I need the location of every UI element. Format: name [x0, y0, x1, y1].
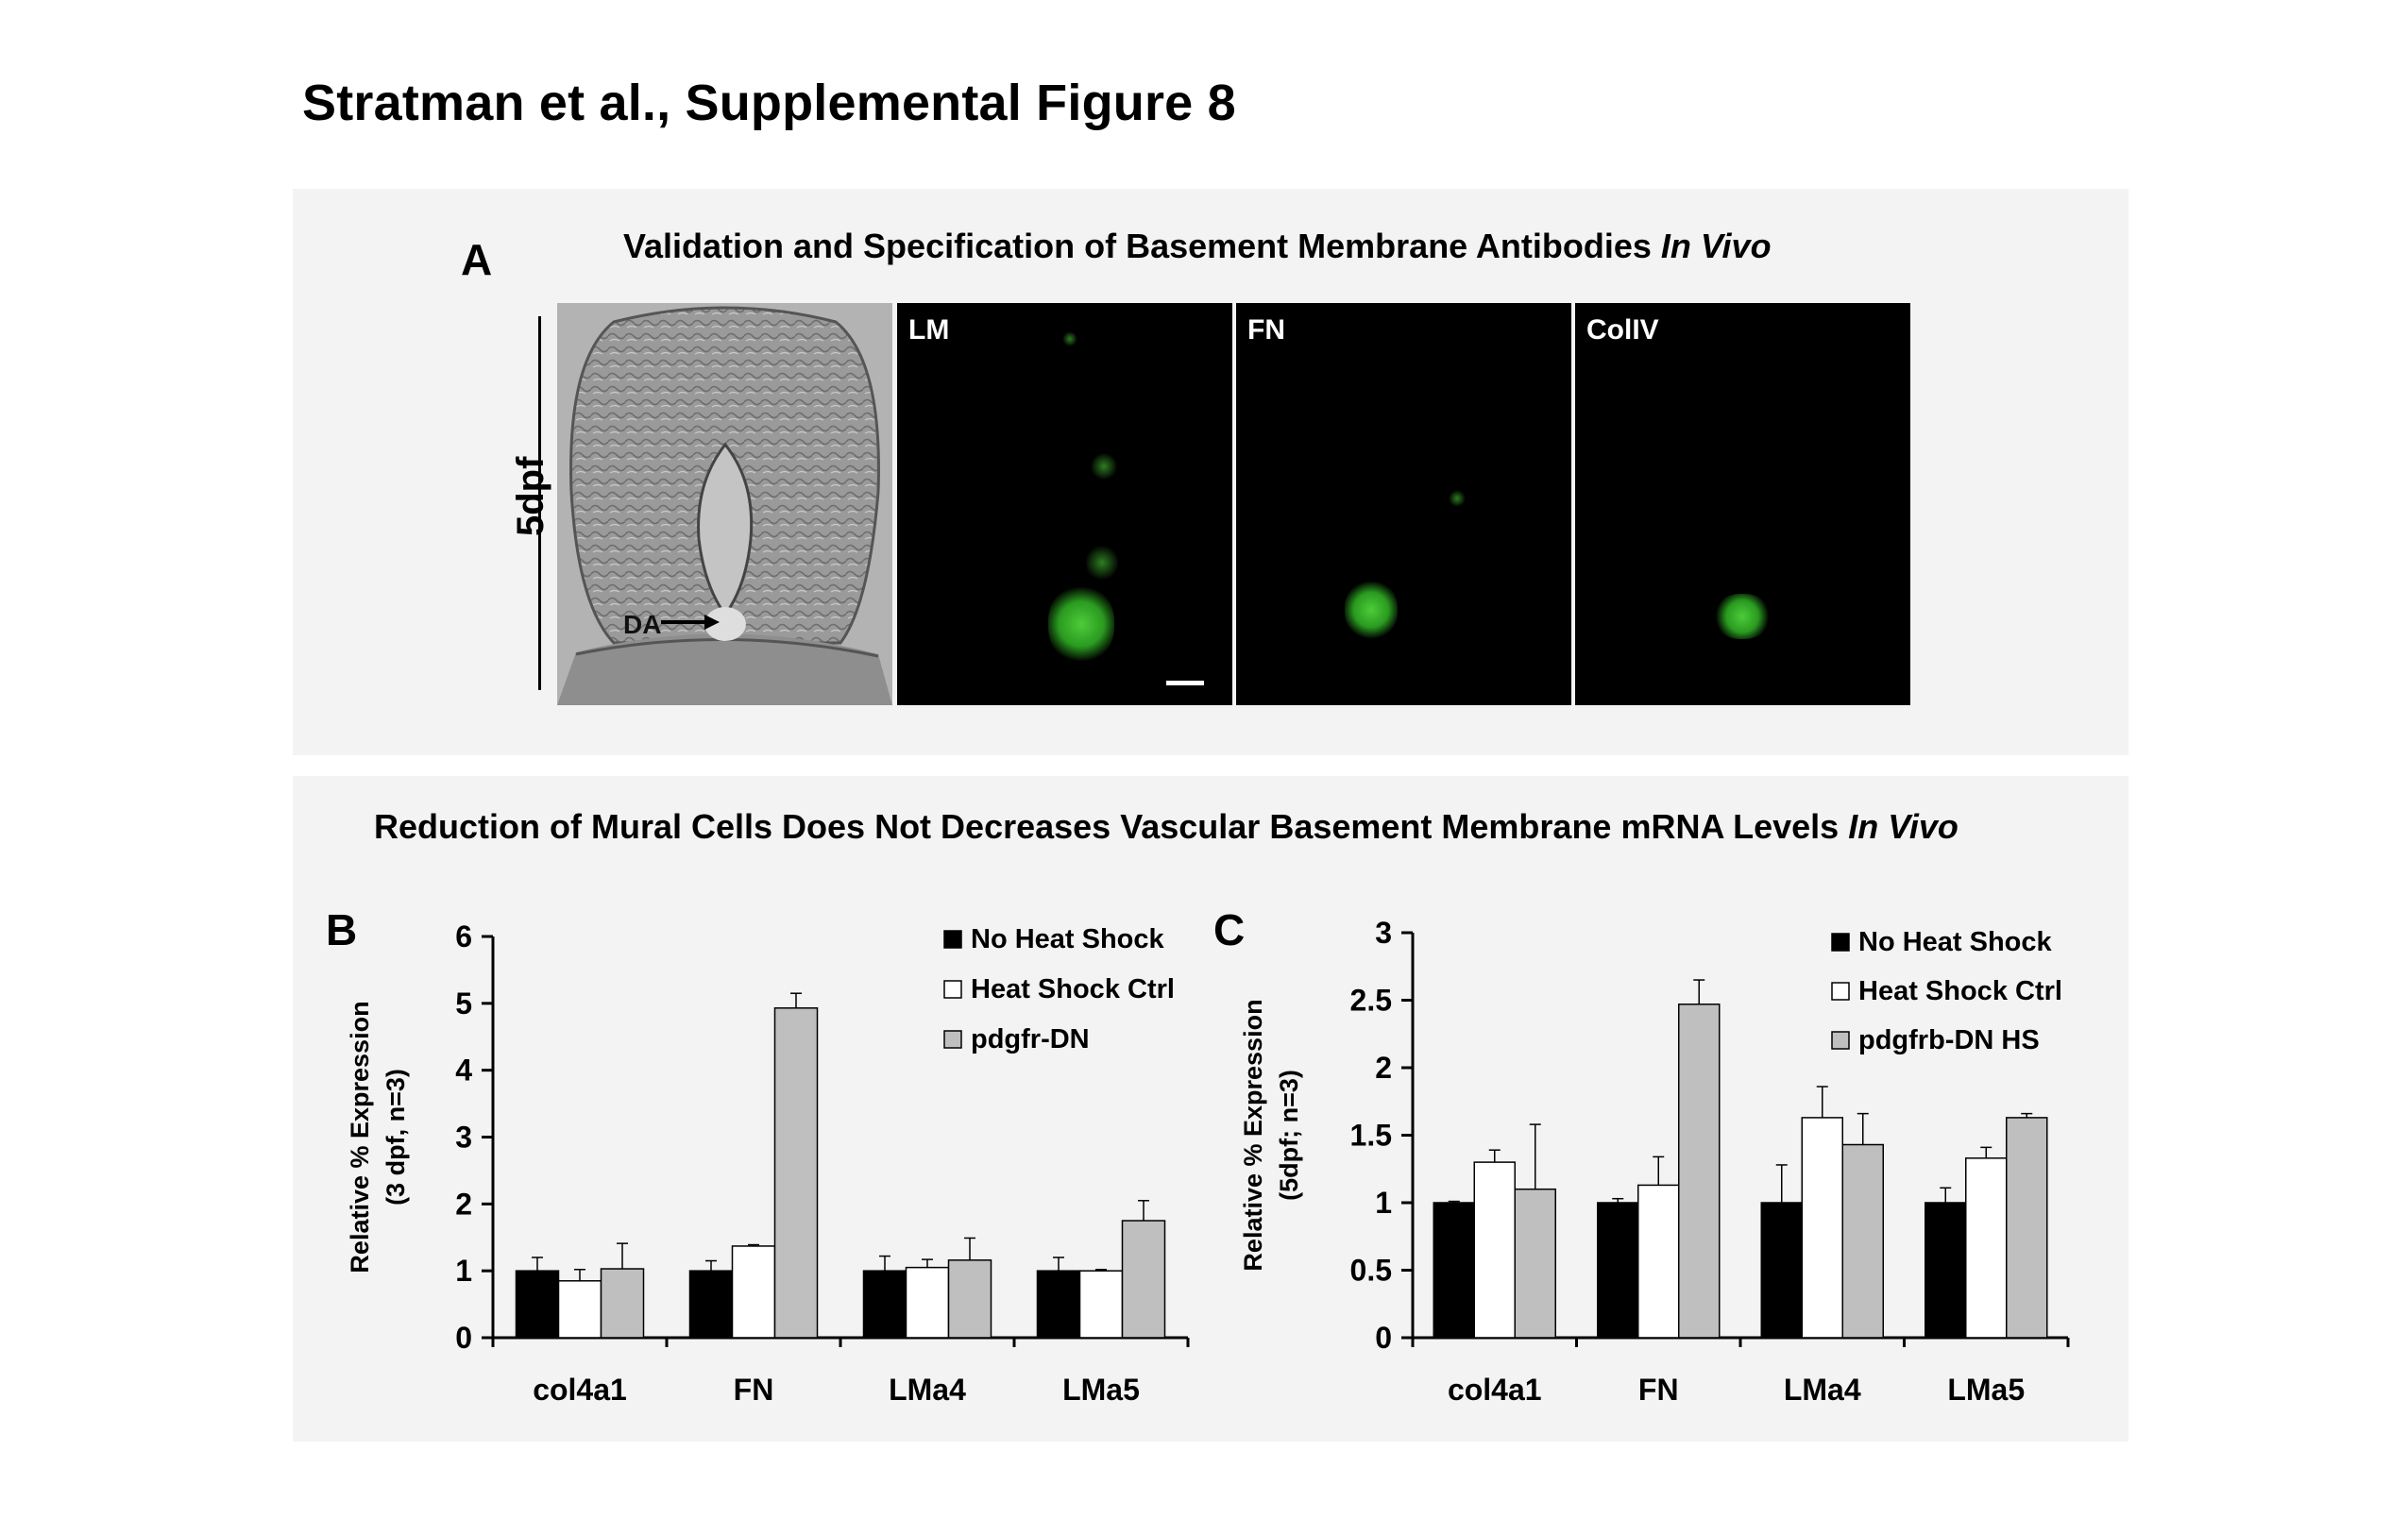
bar-pdgfrb-dn-hs — [1841, 1143, 1884, 1339]
panel-bc-title: Reduction of Mural Cells Does Not Decrea… — [374, 807, 1959, 847]
legend-label: No Heat Shock — [971, 924, 1165, 954]
y-axis-label: Relative % Expression — [1239, 999, 1267, 1271]
lm-signal-speck — [1091, 452, 1117, 481]
figure-title: Stratman et al., Supplemental Figure 8 — [302, 75, 1236, 131]
panel-a-title-text: Validation and Specification of Basement… — [623, 227, 1661, 265]
bar-pdgfr-dn — [773, 1007, 819, 1339]
panel-b-letter: B — [326, 905, 358, 954]
lm-signal-speck — [1086, 544, 1118, 582]
bar-no-heat-shock — [1925, 1202, 1967, 1339]
y-tick-label: 2 — [455, 1187, 472, 1221]
bar-no-heat-shock — [1597, 1202, 1639, 1339]
legend-swatch — [1831, 933, 1850, 952]
y-tick-label: 2.5 — [1350, 984, 1392, 1018]
row-bracket-line — [538, 316, 541, 690]
bar-heat-shock-ctrl — [1473, 1161, 1516, 1339]
coliv-label: ColIV — [1586, 314, 1659, 346]
coliv-signal — [1715, 594, 1770, 639]
lm-stain-image: LM — [897, 303, 1232, 705]
brightfield-drawing: DA — [557, 303, 892, 705]
lm-signal — [1048, 586, 1114, 662]
coliv-stain-image: ColIV — [1575, 303, 1910, 705]
x-tick-label: FN — [1638, 1373, 1679, 1407]
fn-label: FN — [1247, 314, 1285, 346]
bar-pdgfr-dn — [600, 1268, 645, 1339]
y-axis-label: Relative % Expression — [346, 1001, 374, 1273]
panel-bc-title-text: Reduction of Mural Cells Does Not Decrea… — [374, 807, 1849, 846]
bar-heat-shock-ctrl — [731, 1245, 776, 1339]
panel-bc-title-italic: In Vivo — [1848, 807, 1959, 846]
bar-no-heat-shock — [1036, 1270, 1081, 1339]
bar-heat-shock-ctrl — [905, 1266, 950, 1339]
y-tick-label: 0.5 — [1350, 1254, 1392, 1288]
y-tick-label: 2 — [1375, 1051, 1392, 1085]
y-axis-label: (5dpf; n=3) — [1275, 1070, 1303, 1201]
legend-swatch — [943, 930, 962, 949]
bar-pdgfrb-dn-hs — [1678, 1004, 1721, 1339]
brightfield-image: DA — [557, 303, 892, 705]
panel-a-title: Validation and Specification of Basement… — [623, 227, 1772, 266]
legend-swatch — [1831, 1031, 1850, 1050]
legend-label: Heat Shock Ctrl — [1858, 976, 2062, 1006]
x-tick-label: LMa4 — [1784, 1373, 1861, 1407]
x-tick-label: col4a1 — [533, 1373, 627, 1407]
y-tick-label: 0 — [455, 1321, 472, 1355]
legend-swatch — [943, 1030, 962, 1049]
lm-signal-speck — [1062, 331, 1077, 346]
bar-no-heat-shock — [515, 1270, 560, 1339]
da-annotation: DA — [623, 610, 661, 639]
fn-signal — [1345, 582, 1398, 638]
legend-label: Heat Shock Ctrl — [971, 974, 1175, 1004]
legend-swatch — [943, 980, 962, 999]
chart-b: 0 1 2 3 4 5 6 col4a1 FN LMa4 LMa5 Relative % Expres… — [346, 919, 1190, 1407]
legend-label: pdgfr-DN — [971, 1024, 1090, 1054]
y-tick-label: 1 — [455, 1254, 472, 1288]
legend-label: pdgfrb-DN HS — [1858, 1025, 2040, 1055]
bar-no-heat-shock — [862, 1270, 907, 1339]
y-tick-label: 1 — [1375, 1186, 1392, 1220]
scale-bar — [1166, 681, 1204, 685]
x-tick-label: col4a1 — [1448, 1373, 1542, 1407]
y-tick-label: 5 — [455, 987, 472, 1021]
bar-no-heat-shock — [688, 1270, 734, 1339]
y-tick-label: 3 — [455, 1121, 472, 1155]
bar-heat-shock-ctrl — [557, 1280, 602, 1339]
legend-label: No Heat Shock — [1858, 927, 2053, 957]
bar-heat-shock-ctrl — [1801, 1117, 1843, 1339]
bar-heat-shock-ctrl — [1965, 1157, 2008, 1339]
y-tick-label: 6 — [455, 919, 472, 953]
row-label-5dpf: 5dpf — [510, 456, 551, 536]
chart-c: 0 0.5 1 1.5 2 2.5 3 col4a1 FN LMa4 LMa5 Relative % … — [1239, 916, 2070, 1407]
bar-pdgfr-dn — [947, 1259, 992, 1339]
bar-heat-shock-ctrl — [1637, 1184, 1680, 1339]
y-tick-label: 4 — [455, 1054, 472, 1088]
x-tick-label: LMa5 — [1062, 1373, 1140, 1407]
fn-signal-speck — [1449, 490, 1466, 507]
x-tick-label: LMa5 — [1947, 1373, 2025, 1407]
panel-c-letter: C — [1213, 905, 1246, 954]
panel-a-title-italic: In Vivo — [1660, 227, 1772, 265]
y-tick-label: 1.5 — [1350, 1119, 1392, 1153]
bar-heat-shock-ctrl — [1078, 1270, 1124, 1339]
fn-stain-image: FN — [1236, 303, 1571, 705]
legend-swatch — [1831, 982, 1850, 1001]
bar-no-heat-shock — [1760, 1202, 1803, 1339]
y-tick-label: 0 — [1375, 1321, 1392, 1355]
y-axis-label: (3 dpf, n=3) — [382, 1069, 410, 1206]
y-tick-label: 3 — [1375, 916, 1392, 950]
x-tick-label: FN — [734, 1373, 774, 1407]
bar-no-heat-shock — [1433, 1202, 1475, 1339]
x-tick-label: LMa4 — [889, 1373, 966, 1407]
bar-pdgfrb-dn-hs — [1514, 1188, 1556, 1339]
bar-pdgfr-dn — [1121, 1220, 1166, 1339]
lm-label: LM — [908, 314, 950, 346]
panel-a-letter: A — [461, 235, 493, 284]
bar-pdgfrb-dn-hs — [2006, 1117, 2048, 1339]
